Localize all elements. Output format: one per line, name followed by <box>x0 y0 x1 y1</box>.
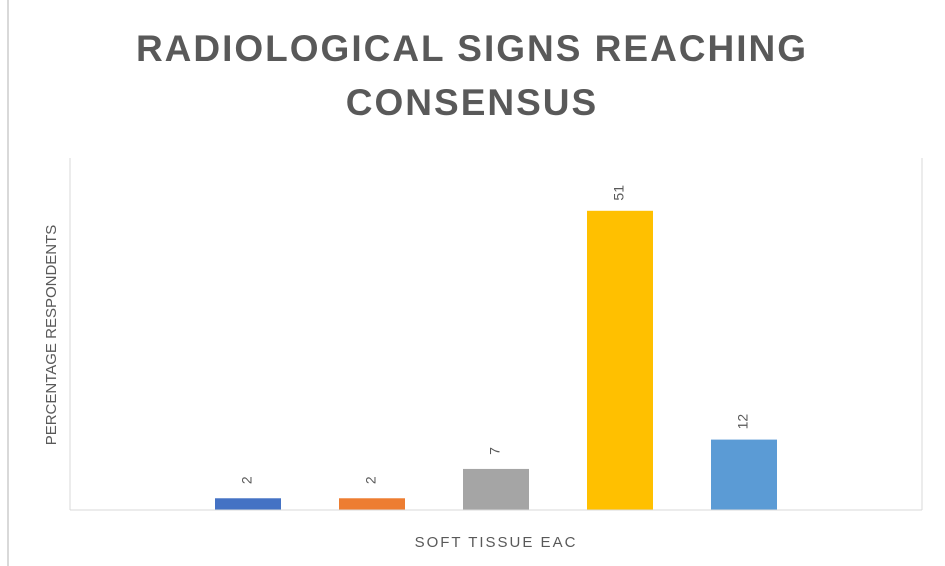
data-label: 51 <box>611 185 627 201</box>
bar <box>711 439 777 510</box>
bar <box>587 210 653 511</box>
data-label: 2 <box>363 476 379 484</box>
bar <box>339 498 405 510</box>
bar <box>215 498 281 510</box>
data-label: 7 <box>487 447 503 455</box>
y-axis-label: PERCENTAGE RESPONDENTS <box>43 225 60 446</box>
data-label: 2 <box>239 476 255 484</box>
data-label: 12 <box>735 414 751 430</box>
x-tick-label: SOFT TISSUE EAC <box>415 534 578 551</box>
chart-title: RADIOLOGICAL SIGNS REACHING CONSENSUS <box>135 28 809 123</box>
bar <box>463 468 529 510</box>
